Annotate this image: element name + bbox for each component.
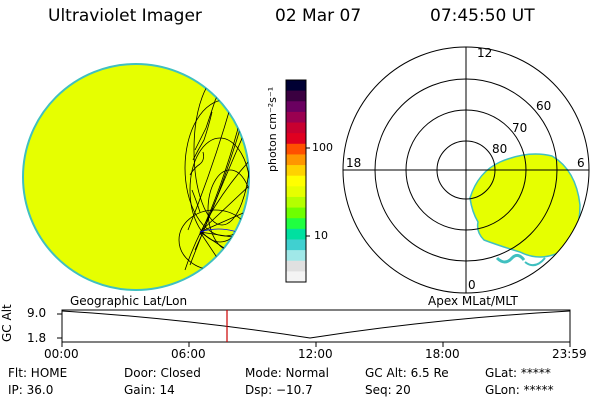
colorbar-band [286, 80, 306, 92]
colorbar-band [286, 271, 306, 283]
colorbar-band [286, 133, 306, 145]
mlt-label-12: 12 [477, 46, 493, 60]
colorbar-band [286, 111, 306, 124]
colorbar-unit-label: photon cm⁻²s⁻¹ [266, 86, 279, 172]
polar-mlat-mlt-plot [342, 46, 590, 294]
geographic-label: Geographic Lat/Lon [70, 294, 188, 308]
instrument-title: Ultraviolet Imager [48, 6, 202, 26]
time-tick-1800: 18:00 [425, 347, 460, 361]
colorbar-band [286, 228, 306, 240]
info-flight: Flt: HOME [8, 366, 68, 380]
colorbar-band [286, 207, 306, 219]
colorbar-band [286, 101, 306, 113]
colorbar-band [286, 196, 306, 209]
lat-label-80: 80 [492, 142, 508, 156]
mlt-label-0: 0 [468, 278, 476, 292]
colorbar-tick-10: 10 [314, 229, 328, 242]
info-dsp: Dsp: −10.7 [245, 383, 313, 397]
mlt-label-6: 6 [577, 156, 585, 170]
altitude-timeline [57, 309, 571, 347]
time-tick-2359: 23:59 [552, 347, 587, 361]
colorbar-tick-100: 100 [312, 141, 333, 154]
colorbar-band [286, 218, 306, 230]
info-glon: GLon: ***** [485, 383, 554, 397]
colorbar-band [286, 90, 306, 102]
colorbar-band [286, 260, 306, 272]
colorbar-band [286, 186, 306, 198]
info-seq: Seq: 20 [365, 383, 411, 397]
geographic-image [22, 63, 250, 291]
colorbar-band [286, 239, 306, 251]
colorbar-band [286, 165, 306, 177]
info-gain: Gain: 14 [124, 383, 175, 397]
colorbar-band [286, 175, 306, 187]
alt-tick-9: 9.0 [27, 306, 47, 320]
colorbar-band [286, 250, 306, 262]
altitude-axis-label: GC Alt [0, 304, 14, 342]
apex-label: Apex MLat/MLT [428, 294, 518, 308]
auroral-oval-fill [469, 153, 581, 258]
intensity-colorbar [286, 80, 306, 283]
info-gc-alt: GC Alt: 6.5 Re [365, 366, 449, 380]
colorbar-band [286, 122, 306, 134]
mlt-label-18: 18 [346, 156, 362, 170]
observation-time: 07:45:50 UT [430, 6, 535, 26]
info-ip: IP: 36.0 [8, 383, 54, 397]
info-door: Door: Closed [124, 366, 201, 380]
lat-label-60: 60 [536, 99, 552, 113]
colorbar-band [286, 154, 306, 166]
lat-label-70: 70 [512, 121, 528, 135]
colorbar-band [286, 143, 306, 155]
alt-tick-1-8: 1.8 [27, 331, 47, 345]
time-tick-1200: 12:00 [298, 347, 333, 361]
info-glat: GLat: ***** [485, 366, 551, 380]
observation-date: 02 Mar 07 [275, 6, 362, 26]
time-tick-0000: 00:00 [44, 347, 79, 361]
info-mode: Mode: Normal [245, 366, 329, 380]
time-tick-0600: 06:00 [171, 347, 206, 361]
